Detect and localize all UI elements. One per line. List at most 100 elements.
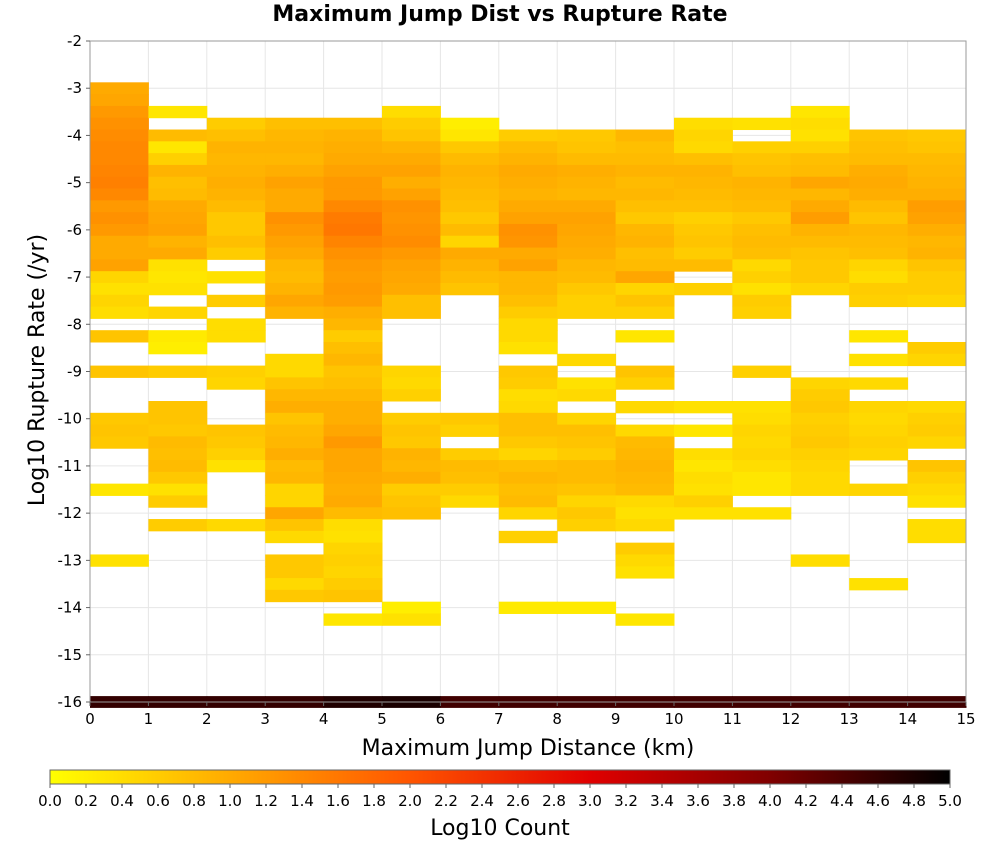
colorbar-tick-label: 3.0 [578,792,602,810]
heatmap-cell [323,530,383,544]
x-tick-label: 6 [436,710,446,728]
heatmap-cell [907,212,967,225]
heatmap-cell [557,412,617,426]
heatmap-cell [907,483,967,496]
heatmap-cell [148,271,208,284]
heatmap-cell [557,271,617,284]
heatmap-cell [382,613,441,626]
heatmap-cell [265,200,325,213]
heatmap-cell [440,282,500,296]
heatmap-cell [148,259,208,272]
x-tick-label: 2 [202,710,212,728]
heatmap-cell [90,306,149,319]
heatmap-cell [265,117,325,131]
heatmap-cell [790,153,850,166]
heatmap-cell [907,223,967,237]
heatmap-cell [674,223,733,237]
heatmap-cell [265,223,325,237]
heatmap-cell [382,448,441,461]
heatmap-cell [849,200,909,213]
heatmap-cell [440,141,500,154]
heatmap-cell [674,424,733,437]
heatmap-cell [90,247,149,260]
heatmap-cell [323,401,383,414]
heatmap-cell [498,200,558,213]
y-tick-label: -13 [58,551,83,569]
heatmap-cell [790,141,850,154]
heatmap-cell [90,483,149,496]
x-tick-label: 13 [840,710,859,728]
heatmap-cell [907,188,967,201]
heatmap-cell [498,188,558,201]
heatmap-cell [849,436,909,449]
heatmap-cell [732,176,792,190]
heatmap-cell [498,507,558,520]
x-tick-label: 7 [494,710,504,728]
heatmap-cell [148,330,208,343]
heatmap-cell [148,282,208,296]
heatmap-cell [615,129,675,142]
heatmap-cell [323,247,383,260]
y-tick-label: -4 [67,126,82,144]
heatmap-cell [790,176,850,190]
heatmap-cell [90,223,149,237]
heatmap-cell [148,129,208,142]
heatmap-cell [790,412,850,426]
heatmap-cell [148,153,208,166]
heatmap-cell [498,223,558,237]
heatmap-cell [323,330,383,343]
heatmap-cell [557,200,617,213]
heatmap-cell [323,164,383,178]
heatmap-cell [732,271,792,284]
heatmap-cells [90,82,967,708]
heatmap-cell [265,365,325,378]
heatmap-cell [382,282,441,296]
heatmap-cell [907,247,967,260]
heatmap-cell [265,141,325,154]
heatmap-cell [498,306,558,319]
heatmap-cell [382,483,441,496]
heatmap-cell [90,282,149,296]
heatmap-cell [148,471,208,485]
heatmap-cell [498,401,558,414]
heatmap-cell [615,495,675,508]
heatmap-cell [206,318,266,331]
heatmap-cell [382,294,441,308]
heatmap-cell [732,282,792,296]
heatmap-cell [440,188,500,201]
heatmap-cell [323,341,383,355]
heatmap-cell [206,365,266,378]
y-tick-label: -9 [67,363,82,381]
heatmap-cell [615,176,675,190]
heatmap-cell [498,389,558,402]
colorbar-tick-label: 1.6 [326,792,350,810]
heatmap-cell [674,176,733,190]
heatmap-cell [849,448,909,461]
heatmap-cell [674,164,733,178]
heatmap-cell [615,460,675,473]
colorbar-tick-label: 0.4 [110,792,134,810]
heatmap-cell [732,365,792,378]
heatmap-cell [323,176,383,190]
heatmap-cell [907,164,967,178]
heatmap-cell [732,117,792,131]
heatmap-cell [674,212,733,225]
heatmap-cell [148,412,208,426]
heatmap-cell [849,141,909,154]
heatmap-cell [849,412,909,426]
heatmap-cell [265,271,325,284]
heatmap-cell [615,554,675,567]
y-tick-label: -12 [58,504,83,522]
heatmap-cell [498,601,558,614]
colorbar-tick-label: 2.8 [542,792,566,810]
x-tick-label: 14 [898,710,917,728]
heatmap-cell [557,306,617,319]
x-tick-label: 8 [552,710,562,728]
heatmap-cell [674,235,733,249]
heatmap-cell [732,401,792,414]
heatmap-cell [265,306,325,319]
y-tick-label: -6 [67,221,82,239]
heatmap-cell [498,235,558,249]
heatmap-cell [265,377,325,390]
heatmap-cell [323,471,383,485]
